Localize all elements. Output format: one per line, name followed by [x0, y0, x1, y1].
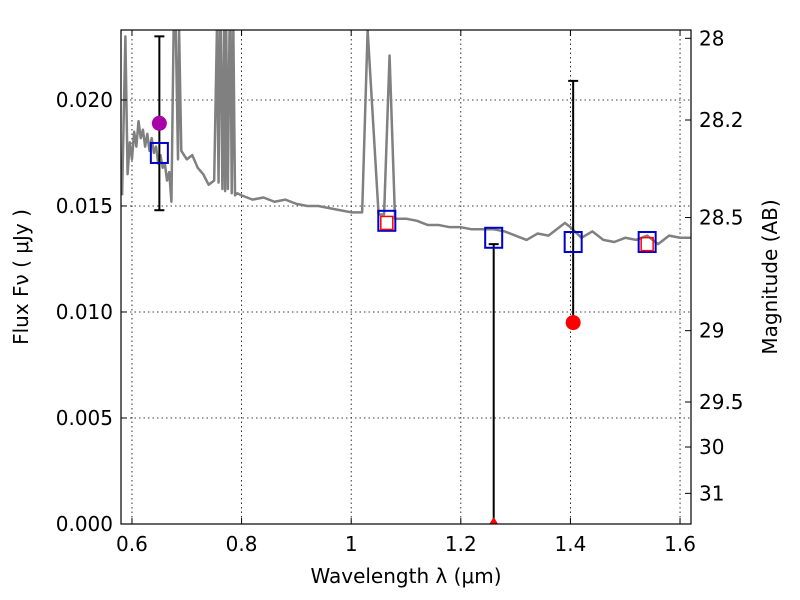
- y2-tick-label: 28.2: [699, 108, 744, 132]
- x-tick-label: 1.2: [445, 532, 477, 556]
- model-photometry-point: [637, 231, 657, 254]
- model-photometry-point: [484, 226, 504, 249]
- x-tick-label: 0.6: [116, 532, 148, 556]
- y2-tick-label: 31: [699, 481, 724, 505]
- y2-tick-label: 29: [699, 319, 724, 343]
- x-tick-label: 0.8: [226, 532, 258, 556]
- model-spectrum-line: [121, 30, 691, 246]
- y-tick-label: 0.000: [56, 512, 113, 536]
- observed-point: [151, 115, 167, 131]
- x-tick-label: 1.6: [664, 532, 696, 556]
- y2-axis-label: Magnitude (AB): [758, 199, 782, 354]
- x-tick-label: 1.4: [555, 532, 587, 556]
- x-axis-label: Wavelength λ (μm): [310, 564, 501, 588]
- y2-tick-label: 28: [699, 26, 724, 50]
- plot-frame: [120, 29, 692, 525]
- y2-tick-label: 28.5: [699, 206, 744, 230]
- ticks: 0.6 0.8 1 1.2 1.4 1.6 0.000 0.005 0.010 0.015 0.02…: [56, 26, 744, 556]
- y2-tick-label: 29.5: [699, 390, 744, 414]
- observed-point: [565, 315, 581, 331]
- observed-point: [640, 236, 654, 252]
- plot-area: [121, 30, 691, 524]
- observed-point: [489, 517, 499, 524]
- grid: [121, 30, 691, 525]
- y2-tick-label: 30: [699, 435, 724, 459]
- y-axis-label: Flux Fν ( μJy ): [9, 209, 33, 345]
- y-tick-label: 0.005: [56, 406, 113, 430]
- y-tick-label: 0.020: [56, 88, 113, 112]
- model-photometry-point: [563, 231, 583, 254]
- x-tick-label: 1: [345, 532, 358, 556]
- y-tick-label: 0.010: [56, 300, 113, 324]
- y-tick-label: 0.015: [56, 194, 113, 218]
- model-photometry-point: [377, 209, 397, 232]
- model-photometry-point: [149, 141, 169, 164]
- observed-point: [380, 215, 394, 231]
